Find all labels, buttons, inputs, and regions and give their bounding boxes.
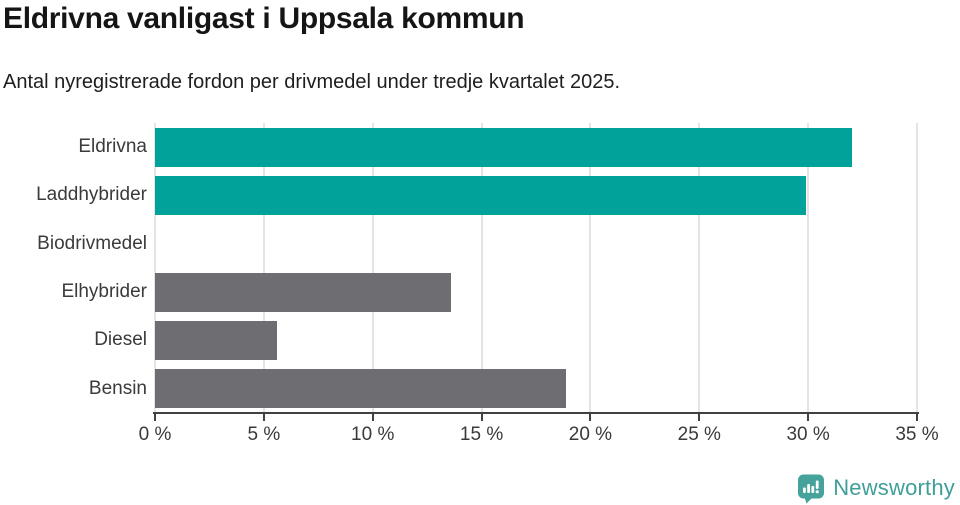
axis-tick <box>698 414 701 421</box>
chart-subtitle: Antal nyregistrerade fordon per drivmede… <box>3 71 621 93</box>
axis-tick <box>916 414 918 421</box>
axis-tick <box>262 414 265 421</box>
axis-tick <box>807 414 810 421</box>
gridline <box>698 123 701 413</box>
gridline <box>916 123 918 413</box>
x-axis-line <box>153 412 919 414</box>
axis-tick-label: 20 % <box>568 424 613 445</box>
bar <box>155 127 852 167</box>
axis-tick-label: 15 % <box>459 424 504 445</box>
gridline <box>154 123 156 413</box>
newsworthy-logo-icon <box>796 473 826 504</box>
brand-name: Newsworthy <box>833 475 955 500</box>
category-label: Eldrivna <box>78 136 147 157</box>
category-label: Biodrivmedel <box>37 232 147 254</box>
axis-tick <box>371 414 374 421</box>
axis-tick-label: 5 % <box>247 424 281 445</box>
chart-title: Eldrivna vanligast i Uppsala kommun <box>3 2 525 35</box>
gridline <box>589 123 592 413</box>
axis-tick <box>480 414 483 421</box>
axis-tick-label: 35 % <box>895 424 939 445</box>
gridline <box>371 123 374 413</box>
axis-tick <box>589 414 592 421</box>
brand-footer[interactable]: Newsworthy <box>796 473 955 503</box>
axis-tick-label: 30 % <box>786 424 830 445</box>
axis-tick-label: 10 % <box>351 424 395 445</box>
axis-tick-label: 0 % <box>138 424 172 445</box>
category-label: Laddhybrider <box>36 184 147 206</box>
gridline <box>480 123 483 413</box>
bar <box>155 369 567 409</box>
category-label: Bensin <box>88 377 147 399</box>
bar <box>155 272 452 312</box>
axis-tick <box>154 414 156 421</box>
category-labels: Eldrivna Laddhybrider Biodrivmedel Elhybrid… <box>0 123 147 413</box>
gridline <box>807 123 810 413</box>
axis-tick-label: 25 % <box>677 424 721 445</box>
category-label: Elhybrider <box>61 281 147 302</box>
bar <box>155 176 806 215</box>
category-label: Diesel <box>94 329 147 351</box>
gridline <box>262 123 265 413</box>
plot-area <box>154 123 918 413</box>
bar <box>155 321 277 360</box>
